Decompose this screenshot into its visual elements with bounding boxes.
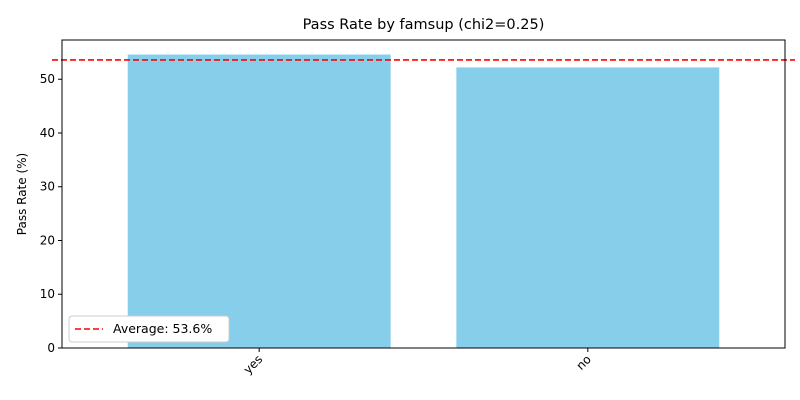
y-tick-label: 40 (40, 126, 55, 140)
y-axis-ticks: 0 10 20 30 40 50 (40, 72, 62, 355)
y-axis-label: Pass Rate (%) (15, 153, 29, 235)
chart-title: Pass Rate by famsup (chi2=0.25) (303, 17, 545, 33)
y-tick-label: 50 (40, 72, 55, 86)
y-tick-label: 0 (47, 341, 55, 355)
legend-average-label: Average: 53.6% (113, 321, 212, 336)
y-tick-label: 30 (40, 180, 55, 194)
bar-no (456, 67, 720, 349)
legend-box (68, 315, 230, 343)
y-tick-label: 20 (40, 233, 55, 247)
legend: Average: 53.6% (68, 315, 230, 343)
bars-group (127, 54, 720, 349)
x-tick-label: yes (241, 352, 266, 377)
y-tick-label: 10 (40, 287, 55, 301)
x-tick-label: no (573, 352, 593, 372)
plot-frame (61, 39, 786, 349)
bar-yes (127, 54, 391, 348)
x-axis-ticks: yes no (241, 348, 594, 377)
